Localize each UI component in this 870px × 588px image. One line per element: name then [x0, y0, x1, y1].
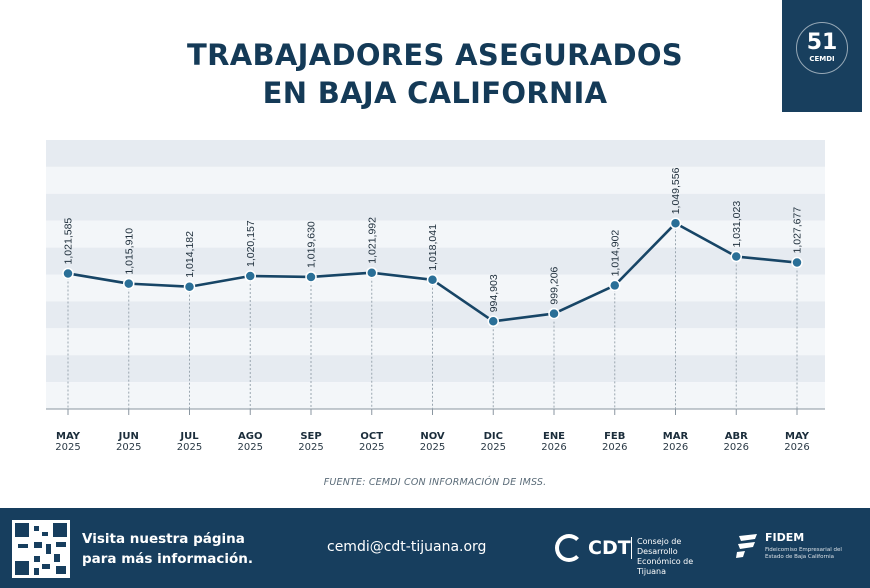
chart-title-line-2: EN BAJA CALIFORNIA	[262, 76, 608, 110]
cemdi-logo-number: 51	[806, 30, 838, 55]
cemdi-logo: 51 CEMDI	[804, 31, 840, 65]
fidem-mark-icon	[736, 534, 757, 558]
x-tick-label-year: 2026	[602, 442, 627, 453]
x-tick-label-month: ABR	[725, 431, 748, 442]
x-tick-label-year: 2025	[238, 442, 263, 453]
x-tick-label-year: 2026	[663, 442, 688, 453]
x-tick-label-year: 2026	[541, 442, 566, 453]
fidem-name: FIDEM	[765, 531, 805, 544]
cdt-name: CDT	[588, 537, 631, 559]
x-tick-label-year: 2026	[784, 442, 809, 453]
line-chart: 1,021,585 1,015,910 1,014,182 1,020,157 1,01…	[46, 140, 825, 453]
x-tick-label-month: AGO	[238, 431, 262, 442]
grid-band	[46, 140, 825, 167]
data-point	[487, 315, 499, 328]
grid-band	[46, 382, 825, 409]
data-point	[244, 270, 256, 282]
x-tick-label-month: DIC	[484, 431, 503, 442]
data-label: 1,049,556	[670, 167, 682, 214]
data-label: 1,027,677	[792, 207, 804, 254]
cemdi-badge: 51 CEMDI	[782, 0, 862, 112]
x-tick-label-year: 2025	[116, 442, 141, 453]
data-point	[305, 271, 317, 283]
x-tick-label-month: MAY	[785, 431, 810, 442]
x-tick-label-month: ENE	[543, 431, 565, 442]
x-tick-label-year: 2025	[359, 442, 384, 453]
grid-band	[46, 166, 825, 194]
x-tick-label-month: NOV	[420, 431, 445, 442]
footer: Visita nuestra página para más informaci…	[0, 508, 870, 588]
cdt-divider	[631, 537, 632, 559]
data-point	[366, 266, 378, 279]
data-label: 1,014,182	[184, 231, 196, 278]
x-tick-label-month: MAY	[56, 431, 81, 442]
badge-ring	[796, 22, 848, 74]
grid-band	[46, 328, 825, 356]
visit-line-2: para más información.	[82, 551, 254, 567]
data-label: 1,031,023	[731, 201, 743, 248]
cemdi-logo-text: CEMDI	[809, 55, 835, 63]
data-point	[426, 274, 439, 286]
data-label: 1,019,630	[306, 221, 318, 268]
cdt-ring-icon	[555, 534, 583, 562]
chart-title-line-1: TRABAJADORES ASEGURADOS	[187, 38, 683, 72]
data-point	[609, 279, 621, 292]
data-point	[548, 307, 560, 320]
visit-website-text: Visita nuestra página para más informaci…	[82, 529, 253, 569]
data-point	[183, 280, 196, 293]
x-tick-label-month: SEP	[300, 431, 321, 442]
data-label: 994,903	[488, 274, 500, 312]
x-tick-label-year: 2025	[481, 442, 506, 453]
qr-code-icon[interactable]	[12, 520, 70, 578]
visit-line-1: Visita nuestra página	[82, 531, 245, 547]
x-tick-label-year: 2026	[724, 442, 749, 453]
data-label: 1,014,902	[609, 230, 621, 277]
x-tick-label-month: OCT	[360, 431, 383, 442]
x-tick-label-year: 2025	[177, 442, 202, 453]
chart-title: TRABAJADORES ASEGURADOS EN BAJA CALIFORN…	[0, 36, 870, 112]
data-point	[62, 267, 74, 280]
data-point	[791, 256, 803, 269]
grid-band	[46, 355, 825, 383]
grid-band	[46, 301, 825, 329]
data-label: 1,020,157	[245, 220, 257, 267]
fidem-description: Fideicomiso Empresarial del Estado de Ba…	[765, 547, 842, 560]
x-tick-label-month: MAR	[663, 431, 689, 442]
data-label: 1,018,041	[427, 224, 439, 271]
cdt-description: Consejo de Desarrollo Económico de Tijua…	[637, 537, 694, 576]
data-label: 1,021,585	[63, 218, 75, 265]
source-note: FUENTE: CEMDI CON INFORMACIÓN DE IMSS.	[323, 477, 547, 488]
x-tick-label-month: JUL	[179, 431, 199, 442]
data-point	[123, 277, 135, 290]
data-point	[730, 250, 742, 263]
grid-band	[46, 247, 825, 275]
data-point	[669, 217, 682, 230]
data-label: 999,206	[549, 266, 561, 304]
contact-email[interactable]: cemdi@cdt-tijuana.org	[327, 539, 487, 555]
grid-band	[46, 193, 825, 221]
x-tick-label-year: 2025	[298, 442, 323, 453]
data-label: 1,021,992	[366, 217, 378, 264]
x-tick-label-year: 2025	[55, 442, 80, 453]
x-tick-label-year: 2025	[420, 442, 445, 453]
data-label: 1,015,910	[123, 228, 135, 275]
x-tick-label-month: JUN	[118, 431, 139, 442]
x-tick-label-month: FEB	[604, 431, 625, 442]
